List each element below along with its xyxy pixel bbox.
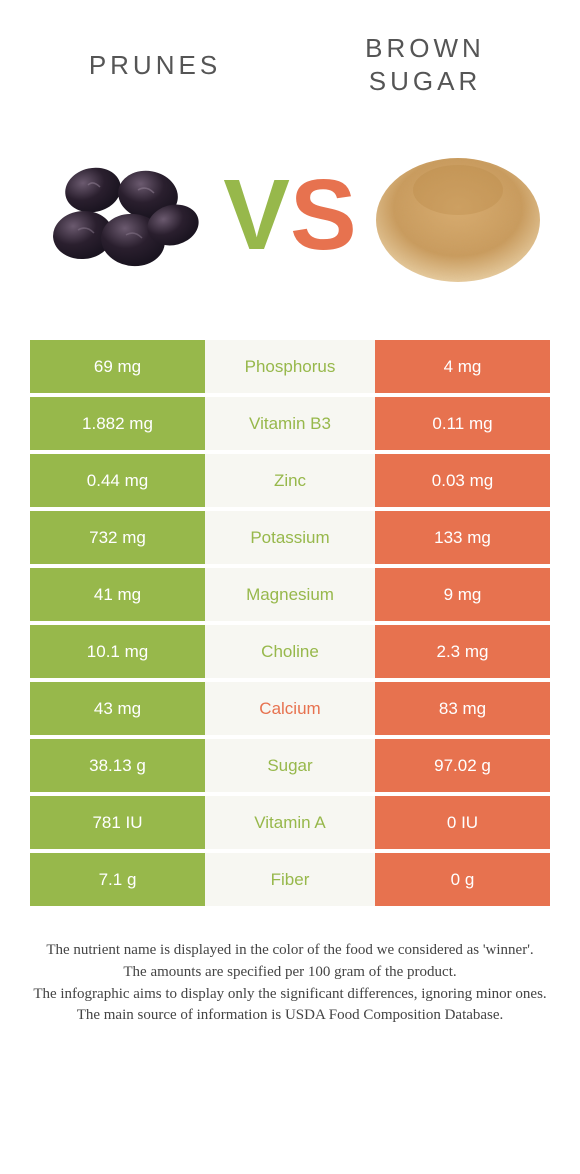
table-row: 732 mgPotassium133 mg [30,511,550,564]
nutrient-label: Choline [205,625,375,678]
nutrient-label: Potassium [205,511,375,564]
left-value: 10.1 mg [30,625,205,678]
left-value: 41 mg [30,568,205,621]
left-value: 1.882 mg [30,397,205,450]
table-row: 38.13 gSugar97.02 g [30,739,550,792]
nutrient-label: Fiber [205,853,375,906]
right-value: 9 mg [375,568,550,621]
left-value: 43 mg [30,682,205,735]
left-value: 7.1 g [30,853,205,906]
nutrient-label: Sugar [205,739,375,792]
right-value: 83 mg [375,682,550,735]
nutrient-label: Calcium [205,682,375,735]
left-value: 69 mg [30,340,205,393]
right-value: 2.3 mg [375,625,550,678]
prunes-image [30,145,215,285]
table-row: 41 mgMagnesium9 mg [30,568,550,621]
right-value: 0 IU [375,796,550,849]
left-value: 38.13 g [30,739,205,792]
right-value: 0 g [375,853,550,906]
left-value: 781 IU [30,796,205,849]
title-right-line2: SUGAR [369,66,481,96]
table-row: 10.1 mgCholine2.3 mg [30,625,550,678]
title-left: PRUNES [20,20,290,81]
table-row: 43 mgCalcium83 mg [30,682,550,735]
footer-line-4: The main source of information is USDA F… [30,1005,550,1027]
title-right-line1: BROWN [365,33,485,63]
footer-notes: The nutrient name is displayed in the co… [0,910,580,1027]
nutrient-label: Vitamin B3 [205,397,375,450]
footer-line-2: The amounts are specified per 100 gram o… [30,962,550,984]
vs-v: V [223,158,290,273]
left-value: 0.44 mg [30,454,205,507]
table-row: 1.882 mgVitamin B30.11 mg [30,397,550,450]
right-value: 0.11 mg [375,397,550,450]
title-right: BROWN SUGAR [290,20,560,97]
comparison-table: 69 mgPhosphorus4 mg1.882 mgVitamin B30.1… [0,340,580,906]
footer-line-1: The nutrient name is displayed in the co… [30,940,550,962]
left-value: 732 mg [30,511,205,564]
right-value: 133 mg [375,511,550,564]
table-row: 0.44 mgZinc0.03 mg [30,454,550,507]
vs-label: VS [215,158,365,273]
footer-line-3: The infographic aims to display only the… [30,984,550,1006]
table-row: 781 IUVitamin A0 IU [30,796,550,849]
right-value: 97.02 g [375,739,550,792]
vs-s: S [290,158,357,273]
nutrient-label: Phosphorus [205,340,375,393]
table-row: 69 mgPhosphorus4 mg [30,340,550,393]
nutrient-label: Magnesium [205,568,375,621]
nutrient-label: Zinc [205,454,375,507]
table-row: 7.1 gFiber0 g [30,853,550,906]
brown-sugar-image [365,135,550,295]
right-value: 0.03 mg [375,454,550,507]
right-value: 4 mg [375,340,550,393]
nutrient-label: Vitamin A [205,796,375,849]
